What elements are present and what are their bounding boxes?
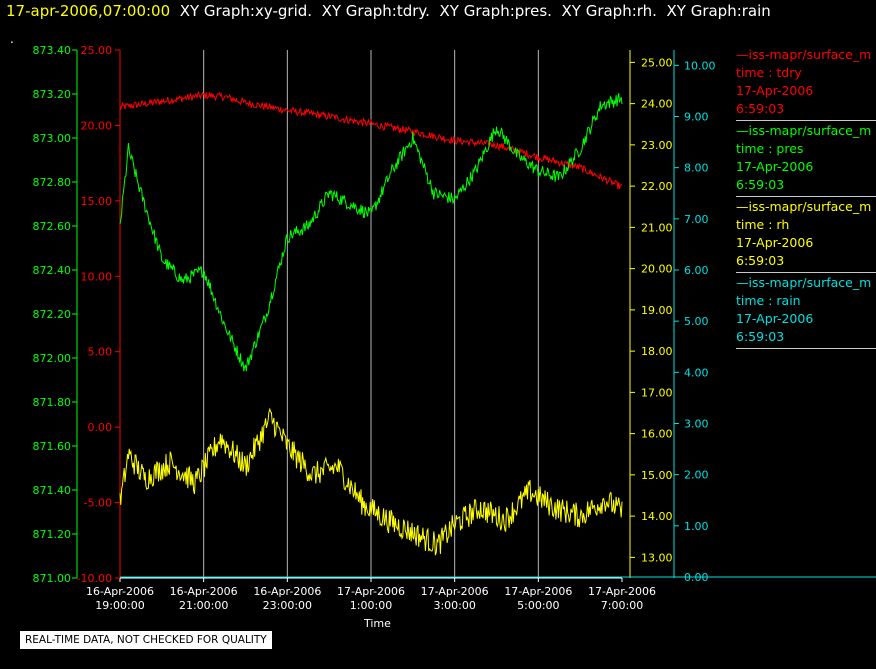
legend-text: 6:59:03 [736,101,785,116]
y-tick-label-rh: 19.00 [641,304,673,317]
y-tick-label-pres: 871.80 [33,396,72,409]
series-line-tdry [119,90,623,190]
y-tick-label-rh: 15.00 [641,469,673,482]
y-tick-label-rh: 22.00 [641,180,673,193]
y-tick-label-rh: 21.00 [641,221,673,234]
y-tick-label-rh: 13.00 [641,551,673,564]
legend-text: —iss-mapr/surface_m [736,199,872,214]
graph-label-rh: XY Graph:rh. [561,2,657,20]
x-tick-label-time: 5:00:00 [517,599,559,612]
legend-text: 17-Apr-2006 [736,311,814,326]
y-tick-label-rh: 23.00 [641,139,673,152]
y-tick-label-rain: 1.00 [684,520,709,533]
legend-text: time : tdry [736,65,802,80]
x-tick-label-time: 7:00:00 [601,599,643,612]
y-tick-label-pres: 871.60 [33,440,72,453]
y-tick-label-rain: 2.00 [684,469,709,482]
y-tick-label-pres: 873.00 [33,132,72,145]
y-tick-label-pres: 872.40 [33,264,72,277]
legend: —iss-mapr/surface_m time : tdry 17-Apr-200… [736,46,876,350]
legend-text: —iss-mapr/surface_m [736,47,872,62]
graph-label-xy-grid: XY Graph:xy-grid. [179,2,313,20]
y-tick-label-pres: 872.20 [33,308,72,321]
legend-text: 6:59:03 [736,329,785,344]
y-tick-label-rain: 6.00 [684,264,709,277]
y-tick-label-tdry: -10.00 [77,572,112,585]
y-tick-label-rh: 20.00 [641,263,673,276]
legend-text: 6:59:03 [736,177,785,192]
y-tick-label-pres: 872.80 [33,176,72,189]
y-tick-label-pres: 873.20 [33,88,72,101]
x-tick-label-date: 16-Apr-2006 [253,585,321,598]
legend-text: —iss-mapr/surface_m [736,275,872,290]
y-tick-label-rain: 5.00 [684,315,709,328]
graph-label-rain: XY Graph:rain [666,2,771,20]
y-tick-label-rain: 8.00 [684,162,709,175]
y-tick-label-pres: 872.00 [33,352,72,365]
chart-title: 17-apr-2006,07:00:00 XY Graph:xy-grid. X… [6,2,771,20]
y-tick-label-rain: 4.00 [684,366,709,379]
legend-text: 17-Apr-2006 [736,235,814,250]
series-line-pres [119,93,623,372]
x-tick-label-date: 17-Apr-2006 [588,585,656,598]
y-tick-label-pres: 871.20 [33,528,72,541]
y-tick-label-rh: 17.00 [641,386,673,399]
y-tick-label-tdry: 5.00 [88,346,113,359]
legend-text: 17-Apr-2006 [736,83,814,98]
y-tick-label-rh: 14.00 [641,510,673,523]
y-tick-label-tdry: -5.00 [84,497,112,510]
x-tick-label-time: 21:00:00 [179,599,228,612]
y-tick-label-rain: 9.00 [684,111,709,124]
legend-text: time : rain [736,293,801,308]
x-tick-label-time: 1:00:00 [350,599,392,612]
x-tick-label-date: 16-Apr-2006 [86,585,154,598]
y-tick-label-pres: 871.40 [33,484,72,497]
y-tick-label-tdry: 10.00 [81,270,113,283]
legend-text: time : rh [736,217,790,232]
y-tick-label-pres: 871.00 [33,572,72,585]
legend-text: 17-Apr-2006 [736,159,814,174]
graph-label-pres: XY Graph:pres. [439,2,552,20]
graph-label-tdry: XY Graph:tdry. [321,2,430,20]
x-tick-label-time: 19:00:00 [95,599,144,612]
quality-note: REAL-TIME DATA, NOT CHECKED FOR QUALITY [20,631,272,649]
y-tick-label-rain: 10.00 [684,59,716,72]
y-tick-label-pres: 872.60 [33,220,72,233]
y-tick-label-rh: 18.00 [641,345,673,358]
y-tick-label-rh: 16.00 [641,428,673,441]
legend-text: —iss-mapr/surface_m [736,123,872,138]
y-tick-label-tdry: 15.00 [81,195,113,208]
x-tick-label-time: 23:00:00 [263,599,312,612]
y-tick-label-rain: 3.00 [684,417,709,430]
legend-text: 6:59:03 [736,253,785,268]
x-tick-label-time: 3:00:00 [433,599,475,612]
x-axis-label: Time [364,617,391,630]
header-dot: . [10,32,14,46]
legend-text: time : pres [736,141,804,156]
series-line-rh [119,407,623,556]
timestamp: 17-apr-2006,07:00:00 [6,2,171,20]
y-tick-label-rain: 7.00 [684,213,709,226]
y-tick-label-tdry: 25.00 [81,44,113,57]
x-tick-label-date: 16-Apr-2006 [170,585,238,598]
x-tick-label-date: 17-Apr-2006 [504,585,572,598]
y-tick-label-pres: 873.40 [33,44,72,57]
y-tick-label-rh: 24.00 [641,98,673,111]
x-tick-label-date: 17-Apr-2006 [421,585,489,598]
y-tick-label-rh: 25.00 [641,56,673,69]
x-tick-label-date: 17-Apr-2006 [337,585,405,598]
y-tick-label-tdry: 20.00 [81,119,113,132]
y-tick-label-tdry: 0.00 [88,421,113,434]
